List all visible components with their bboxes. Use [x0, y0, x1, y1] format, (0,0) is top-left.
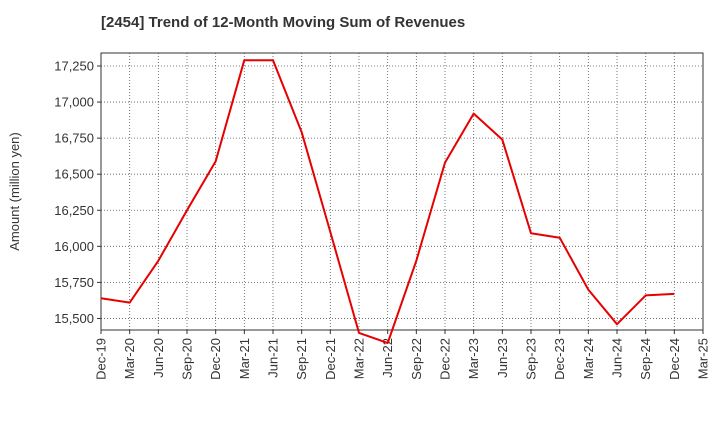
y-tick-label: 16,250 — [54, 203, 94, 218]
plot-area-border — [100, 52, 704, 331]
x-tick-label: Dec-21 — [323, 338, 338, 380]
x-tick-label: Dec-20 — [208, 338, 223, 380]
y-tick-label: 17,000 — [54, 95, 94, 110]
x-tick-label: Sep-22 — [409, 338, 424, 380]
grid-lines — [101, 53, 703, 330]
x-tick-label: Dec-24 — [667, 338, 682, 380]
x-tick-label: Sep-23 — [524, 338, 539, 380]
x-tick-label: Jun-22 — [380, 338, 395, 378]
y-axis: 15,500 15,750 16,000 16,250 16,500 16,750 17,0… — [54, 58, 101, 326]
y-tick-label: 16,500 — [54, 167, 94, 182]
series-layer — [100, 59, 675, 344]
x-axis: Dec-19 Mar-20 Jun-20 Sep-20 Dec-20 Mar-21 Jun-… — [94, 330, 711, 380]
chart-title: [2454] Trend of 12-Month Moving Sum of R… — [101, 14, 466, 31]
y-tick-label: 15,750 — [54, 275, 94, 290]
x-tick-label: Mar-20 — [122, 338, 137, 379]
x-tick-label: Mar-24 — [581, 338, 596, 379]
x-tick-label: Mar-21 — [237, 338, 252, 379]
x-tick-label: Jun-20 — [151, 338, 166, 378]
x-tick-label: Mar-23 — [466, 338, 481, 379]
x-tick-label: Sep-24 — [638, 338, 653, 380]
x-tick-label: Jun-23 — [495, 338, 510, 378]
x-tick-label: Mar-22 — [352, 338, 367, 379]
x-tick-label: Dec-22 — [438, 338, 453, 380]
x-tick-label: Sep-21 — [294, 338, 309, 380]
y-tick-label: 15,500 — [54, 311, 94, 326]
y-axis-title: Amount (million yen) — [7, 132, 22, 251]
x-tick-label: Mar-25 — [696, 338, 711, 379]
x-tick-label: Jun-24 — [610, 338, 625, 378]
series-line — [100, 59, 675, 344]
y-tick-label: 16,750 — [54, 131, 94, 146]
x-tick-label: Dec-19 — [94, 338, 109, 380]
x-tick-label: Sep-20 — [180, 338, 195, 380]
x-tick-label: Jun-21 — [266, 338, 281, 378]
y-tick-label: 17,250 — [54, 58, 94, 73]
x-tick-label: Dec-23 — [552, 338, 567, 380]
y-tick-label: 16,000 — [54, 239, 94, 254]
